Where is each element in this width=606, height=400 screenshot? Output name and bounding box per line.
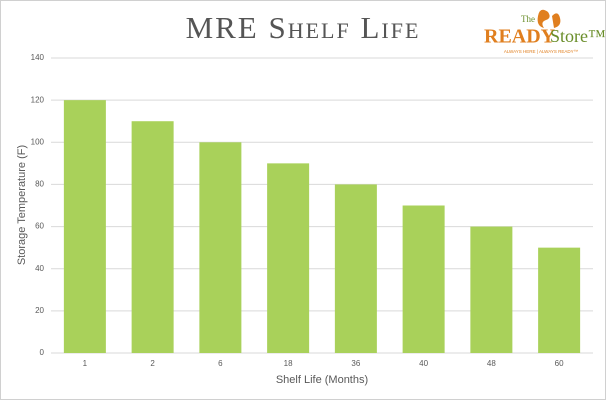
y-tick-label: 60 bbox=[35, 222, 44, 231]
y-tick-label: 80 bbox=[35, 180, 44, 189]
logo-icon bbox=[537, 9, 561, 28]
bar bbox=[402, 205, 445, 353]
x-tick-label: 60 bbox=[555, 359, 564, 368]
bar bbox=[131, 121, 174, 353]
y-tick-label: 120 bbox=[31, 95, 45, 104]
bar bbox=[199, 142, 242, 353]
logo-store: Store™ bbox=[550, 26, 606, 46]
x-tick-label: 36 bbox=[351, 359, 360, 368]
x-tick-label: 2 bbox=[150, 359, 155, 368]
bar bbox=[63, 100, 106, 354]
chart-title: MRE Shelf Life bbox=[186, 10, 421, 45]
x-tick-label: 6 bbox=[218, 359, 223, 368]
x-tick-label: 1 bbox=[83, 359, 88, 368]
bar bbox=[267, 163, 310, 353]
bar bbox=[538, 247, 581, 353]
x-tick-label: 40 bbox=[419, 359, 428, 368]
logo-the: The bbox=[521, 14, 535, 24]
logo-ready: READY bbox=[484, 26, 556, 48]
y-tick-label: 140 bbox=[31, 53, 45, 62]
logo-tagline: ALWAYS HERE | ALWAYS READY™ bbox=[504, 49, 578, 54]
y-tick-label: 0 bbox=[40, 348, 45, 357]
logo: The READY Store™ ALWAYS HERE | ALWAYS RE… bbox=[484, 9, 606, 54]
x-tick-label: 18 bbox=[284, 359, 293, 368]
x-axis-label: Shelf Life (Months) bbox=[276, 374, 368, 386]
y-tick-label: 100 bbox=[31, 137, 45, 146]
y-tick-label: 20 bbox=[35, 306, 44, 315]
y-axis-label: Storage Temperature (F) bbox=[16, 145, 28, 265]
x-tick-label: 48 bbox=[487, 359, 496, 368]
bar bbox=[470, 226, 513, 353]
bar bbox=[334, 184, 377, 353]
y-tick-label: 40 bbox=[35, 264, 44, 273]
